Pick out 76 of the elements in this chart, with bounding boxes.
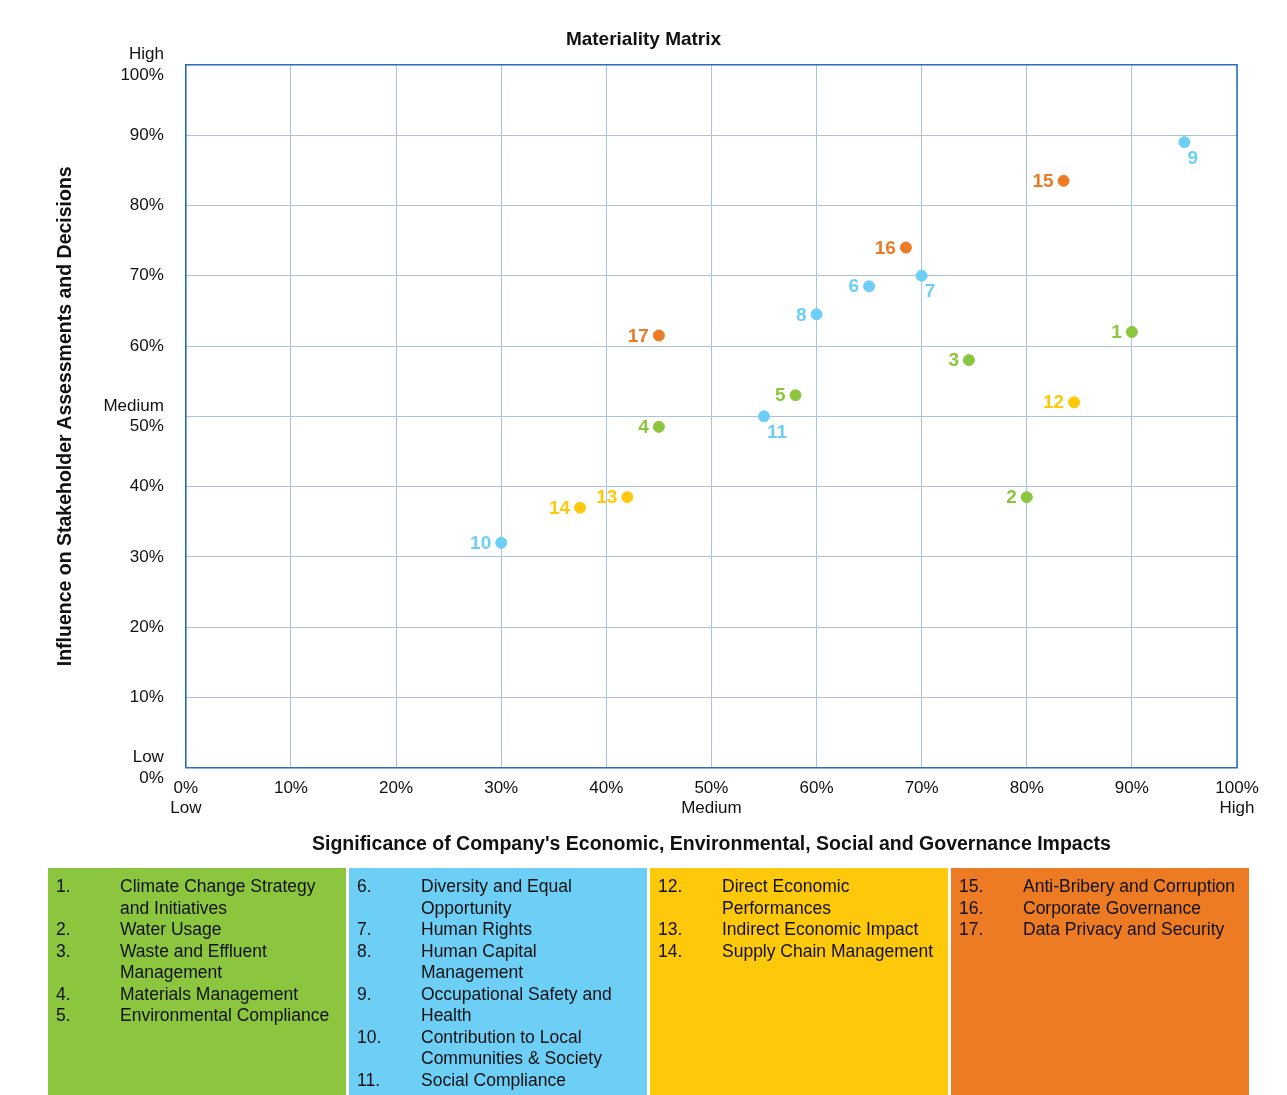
annotation: 17: [627, 324, 649, 346]
x-tick-label: 20%: [379, 777, 414, 797]
point: [789, 389, 802, 402]
y-tick-label: 60%: [129, 335, 164, 355]
annotation: 1: [1111, 321, 1123, 343]
point: [863, 280, 876, 293]
point: [1057, 174, 1070, 187]
point: [1068, 396, 1081, 409]
point: [495, 536, 508, 549]
point: [652, 420, 665, 433]
text: 10. Contribution to Local Communities & Society: [357, 1026, 602, 1068]
annotation: 16: [874, 236, 896, 258]
x-tick-label: 90%: [1114, 777, 1149, 797]
x-tick-label: 30%: [484, 777, 519, 797]
x-tick-label: 70%: [904, 777, 939, 797]
point: [810, 308, 823, 321]
point: [1125, 325, 1138, 338]
text: 14. Supply Chain Management: [658, 940, 934, 961]
text: 4. Materials Management: [56, 983, 298, 1004]
annotation: 15: [1032, 170, 1054, 192]
annotation: 14: [548, 496, 571, 518]
text: 17. Data Privacy and Security: [959, 919, 1225, 939]
text: 5. Environmental Compliance: [56, 1005, 330, 1025]
annotation: 4: [638, 416, 650, 438]
point: [574, 501, 587, 514]
y-tick-label: 20%: [129, 616, 164, 636]
x-tick-label: 60%: [799, 777, 834, 797]
x-tick-label: 80%: [1009, 777, 1044, 797]
y-tick-label: 90%: [129, 124, 164, 144]
annotation: 9: [1187, 146, 1199, 168]
y-tick-label: 10%: [129, 687, 164, 707]
annotation: 7: [924, 280, 936, 302]
text: 6. Diversity and Equal Opportunity: [357, 876, 572, 918]
text: 11. Social Compliance: [357, 1069, 566, 1090]
x-tick-label: 10%: [273, 777, 308, 797]
annotation: 6: [848, 275, 860, 297]
x-tick-label: 50% Medium: [681, 777, 742, 818]
text: 15. Anti-Bribery and Corruption: [959, 876, 1236, 896]
text: 13. Indirect Economic Impact: [658, 919, 919, 939]
text: 8. Human Capital Management: [357, 940, 537, 982]
y-tick-label: 30%: [129, 546, 164, 566]
x-tick-label: 40%: [589, 777, 624, 797]
annotation: 10: [470, 532, 492, 554]
y-tick-label: 40%: [129, 476, 164, 496]
annotation: 13: [596, 486, 618, 508]
point: [1020, 491, 1033, 504]
annotation: 2: [1006, 486, 1017, 508]
annotation: 5: [774, 384, 786, 406]
annotation: 11: [766, 421, 788, 443]
y-tick-label: 70%: [129, 265, 164, 285]
point: [915, 269, 928, 282]
y-tick-label: High 100%: [120, 44, 164, 84]
point: [962, 354, 975, 367]
text: 16. Corporate Governance: [959, 897, 1202, 918]
text: 3. Waste and Effluent Management: [56, 940, 267, 982]
annotation: 12: [1042, 391, 1065, 413]
text: 12. Direct Economic Performances: [658, 876, 850, 918]
text: 2. Water Usage: [56, 919, 222, 939]
y-axis-title: Influence on Stakeholder Assessments and Decisions: [53, 166, 76, 667]
annotation: 8: [795, 303, 807, 325]
point: [652, 329, 665, 342]
y-tick-label: Low 0%: [132, 747, 165, 787]
text: 1. Climate Change Strategy and Initiatives: [56, 876, 316, 918]
text: 9. Occupational Safety and Health: [357, 983, 612, 1025]
chart-title: Materiality Matrix: [565, 27, 722, 49]
y-tick-label: Medium 50%: [103, 395, 164, 436]
annotation: 3: [948, 349, 959, 371]
point: [899, 241, 912, 254]
point: [1178, 136, 1191, 149]
x-tick-label: 0% Low: [170, 777, 203, 818]
y-tick-label: 80%: [129, 195, 164, 215]
point: [757, 410, 770, 423]
x-tick-label: 100% High: [1215, 777, 1259, 818]
text: 7. Human Rights: [357, 919, 532, 939]
point: [621, 491, 634, 504]
x-axis-title: Significance of Company's Economic, Environmental, Social and Governance Impacts: [311, 831, 1112, 854]
